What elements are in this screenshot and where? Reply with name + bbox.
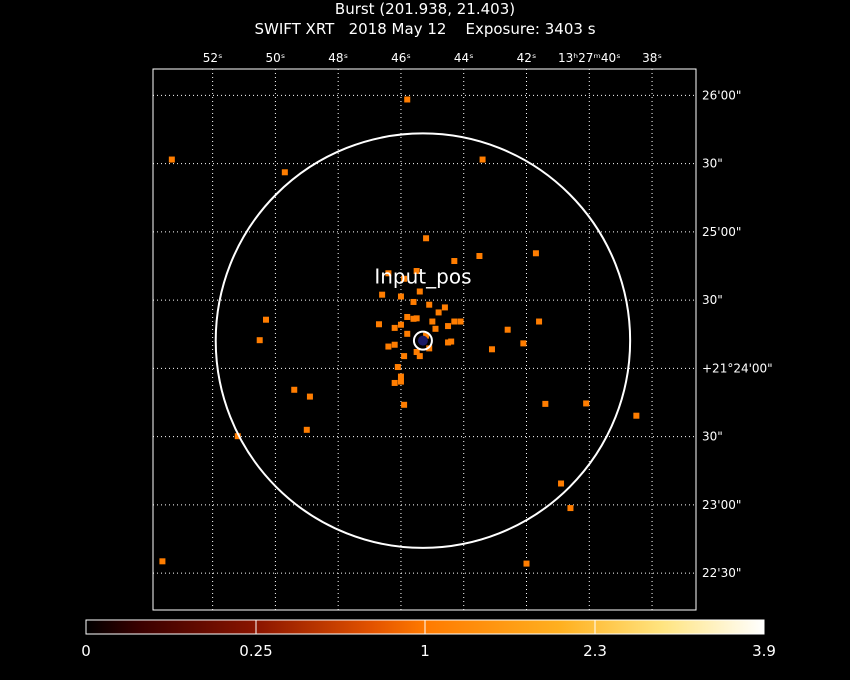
photon-event-point [306, 393, 313, 400]
photon-event-point [445, 323, 452, 330]
ra-tick-label: 44ˢ [454, 51, 474, 65]
photon-event-point [159, 558, 166, 565]
photon-event-point [379, 291, 386, 298]
image-frame [152, 68, 697, 611]
photon-event-point [432, 325, 439, 332]
dec-tick-label: 23'00" [702, 498, 741, 512]
photon-event-point [488, 346, 495, 353]
photon-event-point [303, 426, 310, 433]
photon-event-point [397, 373, 404, 380]
photon-event-point [391, 324, 398, 331]
input-position-center [417, 335, 428, 346]
dec-tick-label: 22'30" [702, 566, 741, 580]
photon-event-point [567, 505, 574, 512]
photon-event-point [413, 349, 420, 356]
photon-event-point [391, 379, 398, 386]
photon-event-point [583, 400, 590, 407]
photon-event-point [256, 337, 263, 344]
chart-subtitle: SWIFT XRT 2018 May 12 Exposure: 3403 s [254, 20, 596, 38]
photon-event-point [504, 326, 511, 333]
photon-event-point [410, 298, 417, 305]
ra-axis-ticks: 52ˢ 50ˢ 48ˢ 46ˢ 44ˢ 42ˢ 13ʰ27ᵐ40ˢ 38ˢ [203, 51, 662, 65]
colorbar-tick-label: 0 [81, 642, 91, 660]
photon-event-point [426, 301, 433, 308]
photon-event-point [168, 156, 175, 163]
photon-event-point [448, 338, 455, 345]
photon-event-point [441, 304, 448, 311]
source-region-circle [214, 132, 632, 549]
colorbar-tick-label: 1 [420, 642, 430, 660]
photon-event-point [429, 318, 436, 325]
dec-tick-label: 30" [702, 293, 723, 307]
photon-event-point [451, 258, 458, 265]
source-annotation: Input_pos [214, 132, 632, 549]
dec-tick-label: +21°24'00" [702, 361, 773, 375]
ra-tick-label: 48ˢ [328, 51, 348, 65]
photon-event-point [375, 321, 382, 328]
photon-event-point [397, 378, 404, 385]
photon-event-point [234, 433, 241, 440]
photon-event-point [385, 343, 392, 350]
photon-event-point [394, 364, 401, 371]
photon-event-point [523, 560, 530, 567]
photon-event-point [532, 250, 539, 257]
photon-event-point [479, 156, 486, 163]
photon-event-point [476, 253, 483, 260]
photon-event-point [633, 412, 640, 419]
input-position-marker [412, 330, 433, 351]
dec-tick-label: 30" [702, 157, 723, 171]
photon-event-point [385, 270, 392, 277]
photon-event-point [391, 341, 398, 348]
colorbar-tick-label: 2.3 [583, 642, 607, 660]
photon-event-point [291, 386, 298, 393]
photon-event-point [404, 330, 411, 337]
photon-event-point [262, 316, 269, 323]
colorbar-tick-label: 0.25 [239, 642, 272, 660]
photon-event-point [451, 318, 458, 325]
dec-tick-label: 30" [702, 430, 723, 444]
input-pos-label: Input_pos [374, 265, 471, 289]
photon-event-point [457, 318, 464, 325]
photon-event-point [423, 332, 430, 339]
photon-event-point [404, 313, 411, 320]
photon-event-point [413, 268, 420, 275]
photon-event-point [445, 339, 452, 346]
photon-event-point [401, 401, 408, 408]
colorbar: 0 0.25 1 2.3 3.9 [81, 619, 776, 660]
dec-axis-ticks: 22'30" 23'00" 30" +21°24'00" 30" 25'00" 30" 26'… [702, 88, 773, 580]
ra-tick-label: 50ˢ [266, 51, 286, 65]
ra-tick-label: 42ˢ [517, 51, 537, 65]
photon-event-point [558, 480, 565, 487]
dec-tick-label: 26'00" [702, 88, 741, 102]
photon-event-point [401, 353, 408, 360]
photon-event-point [542, 400, 549, 407]
chart-title: Burst (201.938, 21.403) [334, 0, 516, 18]
photon-event-point [423, 235, 430, 242]
ra-tick-label: 13ʰ27ᵐ40ˢ [558, 51, 621, 65]
photon-event-point [281, 169, 288, 176]
colorbar-tick-label: 3.9 [752, 642, 776, 660]
photon-event-point [410, 315, 417, 322]
photon-event-point [416, 353, 423, 360]
photon-event-point [397, 293, 404, 300]
ra-tick-label: 46ˢ [391, 51, 411, 65]
photon-events [159, 96, 640, 567]
photon-event-point [520, 340, 527, 347]
ra-tick-label: 52ˢ [203, 51, 223, 65]
photon-event-point [435, 309, 442, 316]
dec-tick-label: 25'00" [702, 225, 741, 239]
photon-event-point [416, 288, 423, 295]
photon-event-point [536, 318, 543, 325]
photon-event-point [401, 275, 408, 282]
photon-event-point [404, 96, 411, 103]
ra-tick-label: 38ˢ [642, 51, 662, 65]
photon-event-point [413, 315, 420, 322]
photon-event-point [397, 321, 404, 328]
